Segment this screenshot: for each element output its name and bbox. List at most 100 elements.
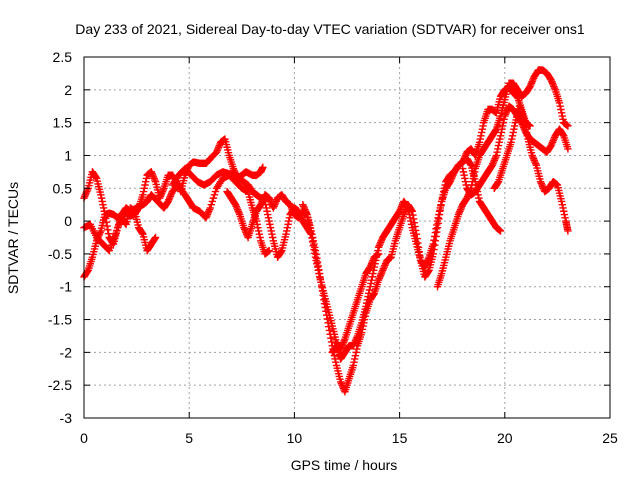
data-point [271, 245, 280, 253]
data-point [512, 116, 520, 124]
data-point [390, 242, 398, 250]
data-point [501, 95, 509, 104]
x-tick-label: 10 [287, 430, 303, 446]
data-point [389, 245, 397, 253]
data-point [412, 237, 420, 246]
data-point [313, 254, 321, 262]
data-point [97, 224, 106, 232]
data-point [280, 238, 288, 247]
data-point [336, 375, 344, 383]
data-point [460, 171, 468, 179]
data-point [388, 248, 397, 256]
data-point [94, 180, 102, 188]
data-point [304, 213, 312, 221]
data-point [134, 221, 142, 229]
data-point [262, 204, 271, 212]
data-point [247, 198, 255, 207]
y-tick-label: -2 [60, 344, 73, 360]
x-tick-label: 15 [392, 430, 408, 446]
data-point [327, 338, 336, 346]
data-point [433, 221, 441, 229]
data-point [180, 174, 188, 182]
data-point [281, 233, 289, 241]
data-point [430, 232, 439, 241]
data-point [305, 219, 313, 227]
data-point [434, 214, 442, 222]
data-point [366, 283, 374, 291]
data-point [405, 207, 413, 215]
data-point [138, 229, 146, 237]
data-point [525, 140, 534, 149]
data-point [245, 190, 253, 198]
data-point [95, 185, 104, 194]
data-point [122, 220, 130, 229]
data-point [206, 204, 214, 212]
x-tick-label: 20 [497, 430, 513, 446]
data-point [115, 220, 123, 229]
data-point [535, 172, 543, 180]
data-point [282, 227, 291, 235]
data-point [439, 264, 447, 272]
data-point [500, 115, 508, 124]
data-point [444, 242, 453, 250]
data-point [459, 168, 468, 176]
data-point [179, 176, 188, 185]
data-point [556, 102, 564, 110]
plot-frame [83, 56, 611, 419]
data-point [334, 367, 342, 375]
data-point [318, 283, 326, 291]
data-point [352, 348, 360, 357]
data-point [557, 105, 565, 114]
data-point [499, 101, 508, 109]
data-point [407, 220, 416, 229]
data-point [110, 233, 119, 241]
grid [84, 57, 610, 418]
data-point [416, 254, 424, 262]
data-point [466, 160, 475, 168]
data-point [358, 319, 366, 327]
data-point [475, 138, 484, 147]
data-point [333, 364, 341, 372]
data-point [461, 178, 470, 186]
data-point [210, 191, 219, 199]
data-point [560, 210, 569, 219]
data-point [520, 115, 528, 124]
data-point [304, 216, 313, 224]
data-point [498, 125, 506, 133]
data-points [80, 66, 572, 396]
data-point [285, 217, 293, 225]
data-point [306, 221, 314, 230]
data-point [561, 214, 569, 222]
data-point [459, 164, 467, 173]
data-point [564, 227, 572, 235]
y-tick-label: -1.5 [48, 312, 72, 328]
data-point [332, 336, 340, 344]
x-tick-label: 25 [602, 430, 618, 446]
data-point [268, 230, 276, 238]
data-point [303, 210, 311, 219]
y-tick-label: 2 [64, 82, 72, 98]
data-point [503, 85, 512, 93]
data-point [133, 218, 142, 226]
data-point [316, 274, 325, 282]
data-point [523, 132, 531, 140]
y-tick-label: -2.5 [48, 377, 72, 393]
data-point [494, 141, 503, 150]
data-point [285, 214, 294, 222]
data-point [132, 215, 141, 224]
data-point [556, 192, 564, 200]
data-point [268, 233, 277, 242]
data-point [179, 179, 187, 188]
data-point [313, 258, 322, 266]
data-point [99, 216, 108, 224]
data-point [141, 238, 149, 247]
data-point [113, 223, 122, 232]
data-point [329, 327, 338, 336]
data-point [435, 210, 443, 219]
data-point [270, 239, 278, 248]
data-point [554, 184, 562, 192]
data-point [496, 132, 505, 140]
data-point [320, 299, 329, 308]
data-point [432, 225, 440, 233]
